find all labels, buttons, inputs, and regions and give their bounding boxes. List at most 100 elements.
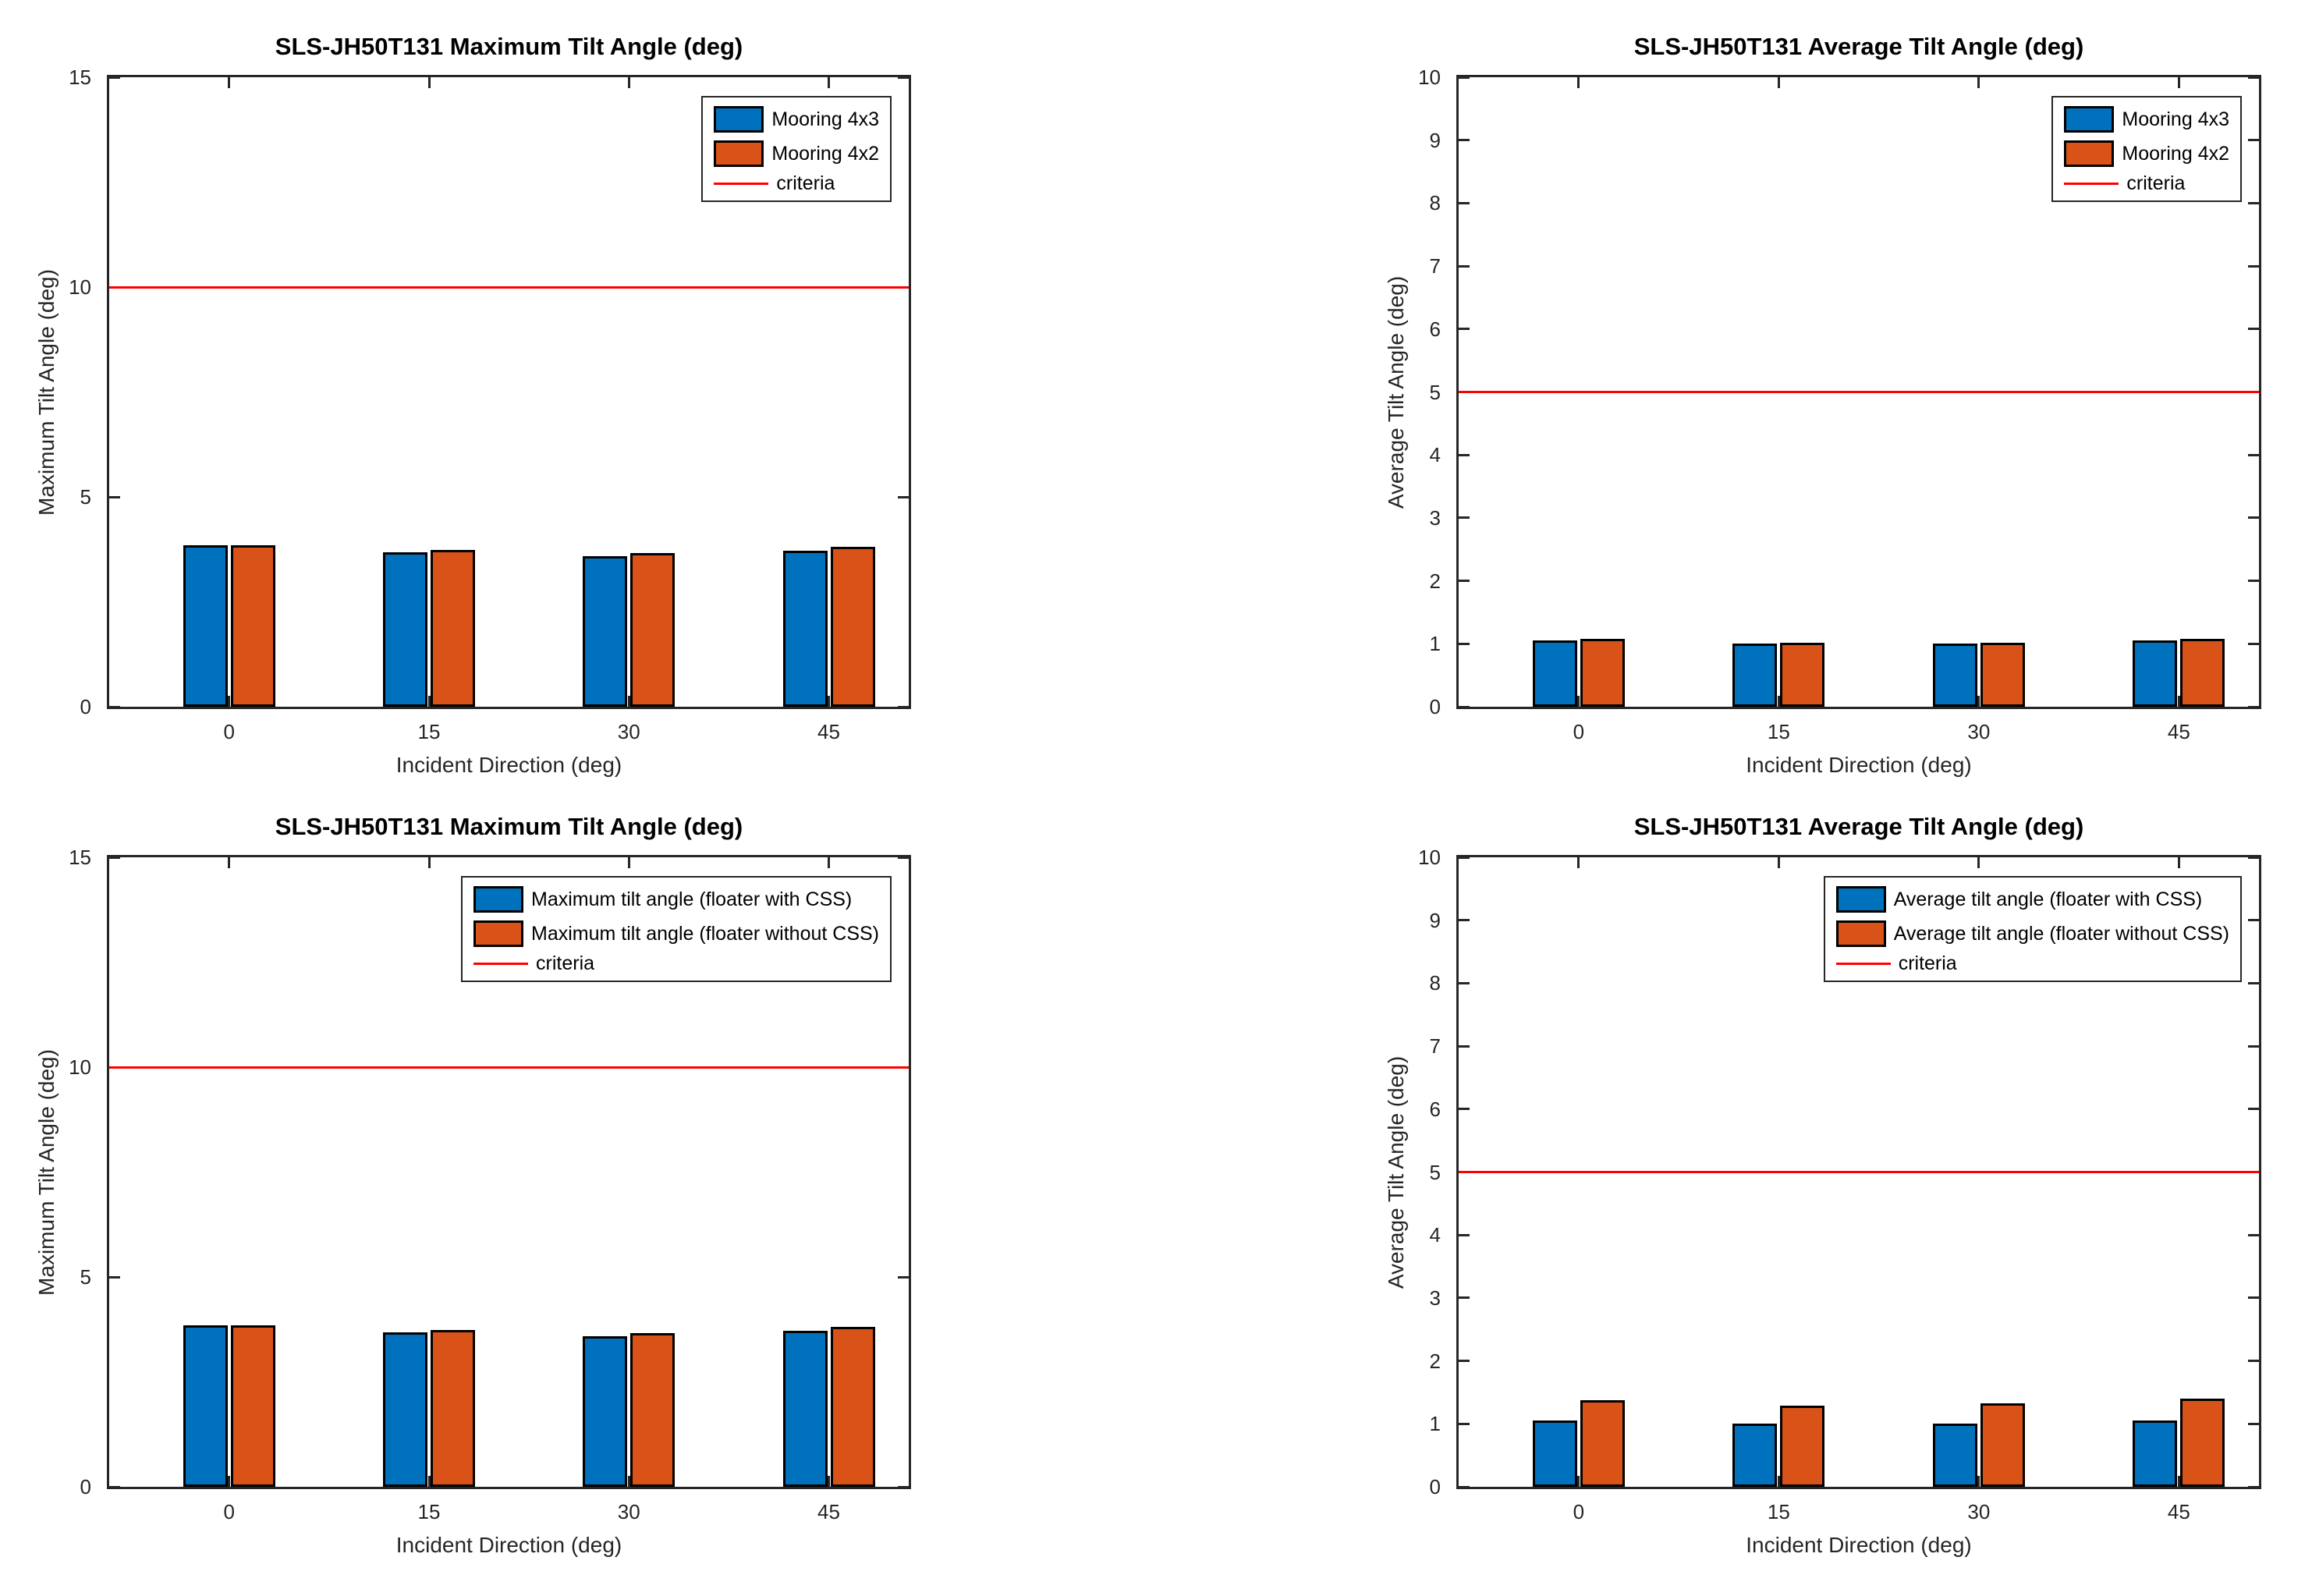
- y-tick-label: 10: [69, 1055, 91, 1079]
- legend-swatch: [473, 920, 524, 947]
- y-tick-mark: [1459, 856, 1470, 859]
- y-tick-mark: [1459, 580, 1470, 583]
- bar-series2: [2180, 638, 2225, 707]
- chart-title: SLS-JH50T131 Average Tilt Angle (deg): [1633, 33, 2084, 60]
- legend-item-criteria: criteria: [473, 952, 879, 974]
- y-tick-mark-right: [898, 495, 909, 498]
- x-tick-mark-top: [1977, 77, 1980, 88]
- y-tick-mark-right: [898, 856, 909, 859]
- bar-series2: [230, 544, 275, 707]
- bar-series1: [2133, 640, 2178, 707]
- bar-series2: [1780, 1405, 1825, 1487]
- x-axis-label: Incident Direction (deg): [395, 1533, 622, 1557]
- y-axis-label: Maximum Tilt Angle (deg): [34, 268, 59, 516]
- y-tick-label: 9: [1429, 908, 1441, 932]
- y-tick-mark-right: [2248, 264, 2259, 268]
- chart-title: SLS-JH50T131 Maximum Tilt Angle (deg): [275, 33, 743, 60]
- x-tick-mark-top: [2177, 857, 2180, 868]
- y-tick-mark: [1459, 919, 1470, 922]
- x-tick-mark-top: [427, 77, 431, 88]
- x-tick-mark: [627, 696, 630, 707]
- y-tick-mark: [1459, 1108, 1470, 1111]
- y-axis-label: Maximum Tilt Angle (deg): [34, 1048, 59, 1296]
- y-tick-label: 10: [1418, 846, 1441, 869]
- criteria-line: [1459, 1171, 2259, 1173]
- x-tick-label: 15: [1767, 720, 1790, 743]
- y-tick-mark-right: [2248, 453, 2259, 456]
- legend-label: Average tilt angle (floater without CSS): [1893, 922, 2229, 945]
- criteria-line-sample: [2064, 182, 2119, 185]
- y-tick-label: 10: [1418, 66, 1441, 89]
- subplot-avg-tilt-mooring: SLS-JH50T131 Average Tilt Angle (deg) Av…: [1384, 33, 2261, 777]
- legend-label: criteria: [776, 172, 835, 194]
- subplot-max-tilt-mooring: SLS-JH50T131 Maximum Tilt Angle (deg) Ma…: [34, 33, 911, 777]
- y-tick-label: 9: [1429, 128, 1441, 152]
- y-tick-mark-right: [2248, 705, 2259, 708]
- bar-series2: [1580, 638, 1625, 707]
- y-tick-label: 6: [1429, 1097, 1441, 1121]
- legend-swatch: [714, 140, 764, 167]
- x-tick-mark: [1577, 696, 1580, 707]
- y-tick-mark: [109, 1485, 120, 1488]
- y-tick-mark: [1459, 516, 1470, 520]
- x-tick-label: 45: [817, 720, 840, 743]
- bar-series2: [630, 1332, 676, 1487]
- y-tick-mark-right: [2248, 1233, 2259, 1236]
- y-tick-label: 10: [69, 275, 91, 299]
- y-tick-mark: [109, 705, 120, 708]
- legend-item-criteria: criteria: [1835, 952, 2229, 974]
- y-tick-label: 0: [80, 1475, 91, 1498]
- x-axis-label: Incident Direction (deg): [395, 753, 622, 777]
- legend: Maximum tilt angle (floater with CSS) Max…: [461, 876, 892, 982]
- y-tick-label: 5: [1429, 1160, 1441, 1184]
- bar-series1: [1532, 640, 1577, 707]
- legend-label: criteria: [1898, 952, 1957, 974]
- y-tick-label: 8: [1429, 971, 1441, 995]
- legend-item: Maximum tilt angle (floater without CSS): [473, 918, 879, 949]
- bar-series1: [383, 1332, 427, 1487]
- y-tick-label: 15: [69, 846, 91, 869]
- y-tick-mark-right: [898, 76, 909, 79]
- x-tick-label: 30: [1967, 1500, 1991, 1523]
- y-tick-mark-right: [898, 1275, 909, 1279]
- legend-swatch: [2064, 106, 2115, 133]
- x-tick-label: 0: [223, 1500, 235, 1523]
- chart-title: SLS-JH50T131 Average Tilt Angle (deg): [1633, 813, 2084, 840]
- legend-swatch: [714, 106, 764, 133]
- x-tick-mark: [828, 1476, 830, 1487]
- legend-label: Average tilt angle (floater with CSS): [1893, 888, 2203, 910]
- criteria-line: [109, 286, 909, 289]
- y-tick-label: 5: [80, 1265, 91, 1289]
- bar-series1: [583, 556, 628, 707]
- x-tick-mark: [1977, 696, 1980, 707]
- y-tick-mark: [109, 1275, 120, 1279]
- bar-series1: [383, 552, 427, 707]
- y-tick-label: 2: [1429, 1349, 1441, 1373]
- bar-series2: [431, 550, 475, 707]
- legend-label: Mooring 4x3: [2122, 108, 2229, 130]
- subplot-max-tilt-css: SLS-JH50T131 Maximum Tilt Angle (deg) Ma…: [34, 813, 911, 1557]
- criteria-line-sample: [714, 182, 769, 185]
- y-tick-mark-right: [898, 705, 909, 708]
- y-tick-mark: [109, 856, 120, 859]
- legend-swatch: [1835, 920, 1886, 947]
- bar-series1: [183, 544, 228, 707]
- y-tick-mark: [1459, 139, 1470, 142]
- x-tick-label: 0: [1573, 1500, 1585, 1523]
- x-tick-label: 45: [817, 1500, 840, 1523]
- y-tick-mark: [1459, 1044, 1470, 1048]
- y-tick-mark: [1459, 1485, 1470, 1488]
- subplot-avg-tilt-css: SLS-JH50T131 Average Tilt Angle (deg) Av…: [1384, 813, 2261, 1557]
- x-tick-label: 45: [2167, 720, 2190, 743]
- x-tick-mark-top: [427, 857, 431, 868]
- legend-item: Mooring 4x3: [714, 104, 879, 135]
- legend-item-criteria: criteria: [2064, 172, 2229, 194]
- y-tick-mark: [1459, 642, 1470, 645]
- x-tick-mark-top: [1777, 857, 1780, 868]
- legend-item: Mooring 4x2: [714, 138, 879, 169]
- x-tick-mark: [1777, 696, 1780, 707]
- bar-series1: [1732, 1423, 1778, 1487]
- y-tick-mark-right: [2248, 981, 2259, 984]
- y-tick-mark: [109, 495, 120, 498]
